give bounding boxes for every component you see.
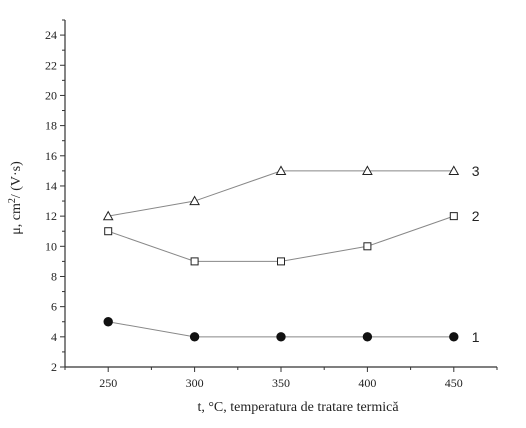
x-tick-label: 350 — [272, 376, 290, 390]
data-point — [275, 165, 287, 175]
series-1: 1 — [103, 317, 480, 345]
x-tick-label: 300 — [186, 376, 204, 390]
data-point — [363, 242, 372, 251]
data-point — [448, 165, 460, 175]
series-label-2: 2 — [472, 208, 480, 224]
y-tick-label: 4 — [51, 330, 57, 344]
series-label-3: 3 — [472, 163, 480, 179]
x-tick-label: 400 — [358, 376, 376, 390]
data-point — [102, 210, 114, 221]
y-tick-label: 10 — [45, 239, 57, 253]
y-tick-label: 14 — [45, 179, 57, 193]
x-tick-label: 450 — [445, 376, 463, 390]
x-tick-label: 250 — [99, 376, 117, 390]
data-point — [276, 332, 286, 342]
series-label-1: 1 — [472, 329, 480, 345]
data-point — [189, 332, 200, 342]
data-point — [277, 257, 285, 266]
y-tick-label: 8 — [51, 269, 57, 283]
y-tick-label: 16 — [45, 149, 57, 163]
series-2: 2 — [104, 208, 480, 266]
x-axis-title: t, °C, temperatura de tratare termică — [197, 400, 399, 415]
y-tick-label: 2 — [51, 360, 57, 374]
y-tick-label: 22 — [45, 58, 57, 72]
data-point — [190, 257, 199, 266]
y-tick-label: 20 — [45, 88, 57, 102]
y-axis-title-superscript: 2 — [7, 198, 18, 203]
axes — [64, 20, 497, 368]
series-3: 3 — [102, 163, 480, 221]
y-axis-title-prefix: μ, cm — [9, 203, 24, 235]
y-tick-label: 12 — [45, 209, 57, 223]
series-line-3 — [108, 170, 454, 217]
data-point — [362, 165, 373, 175]
y-axis-title: μ, cm2/ (V·s) — [7, 161, 25, 235]
y-tick-label: 6 — [51, 300, 57, 314]
data-point — [104, 227, 113, 236]
y-tick-label: 24 — [45, 28, 57, 42]
data-point — [449, 332, 459, 342]
y-axis-title-suffix: / (V·s) — [9, 161, 24, 198]
data-point — [449, 212, 458, 221]
data-point — [362, 332, 373, 342]
series-line-2 — [108, 215, 454, 262]
data-point — [103, 317, 113, 327]
series-layer: 1 2 3 — [102, 163, 480, 345]
data-point — [189, 195, 200, 206]
y-tick-label: 18 — [45, 119, 57, 133]
